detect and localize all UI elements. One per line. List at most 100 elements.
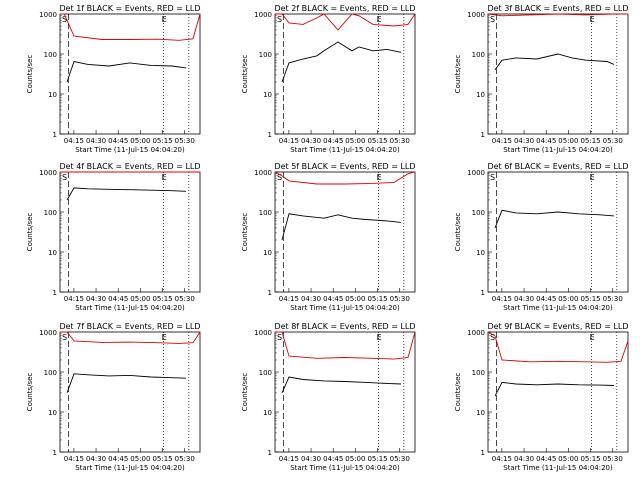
y-tick-label: 1	[53, 131, 57, 139]
y-axis-label: Counts/sec	[26, 213, 34, 252]
x-tick-label: 05:30	[603, 137, 623, 145]
chart-panel: Det 5f BLACK = Events, RED = LLD 1 10 100 10…	[241, 162, 416, 312]
y-tick-label: 100	[472, 369, 485, 377]
x-tick-label: 05:15	[367, 455, 387, 463]
x-axis-label: Start Time (11-Jul-15 04:04:20)	[503, 464, 613, 472]
x-tick-label: 04:15	[64, 295, 84, 303]
x-tick-label: 04:15	[492, 455, 512, 463]
y-axis-label: Counts/sec	[26, 55, 34, 94]
x-axis-label: Start Time (11-Jul-15 04:04:20)	[503, 304, 613, 312]
series-line-lld	[487, 13, 628, 17]
x-tick-label: 05:15	[152, 455, 172, 463]
chart-title: Det 1f BLACK = Events, RED = LLD	[59, 4, 200, 13]
chart-title: Det 6f BLACK = Events, RED = LLD	[487, 162, 628, 171]
end-marker: E	[590, 333, 595, 342]
x-tick-label: 05:00	[558, 137, 578, 145]
chart-panel: Det 1f BLACK = Events, RED = LLD 1 10 100 10…	[26, 4, 201, 154]
x-tick-label: 04:45	[323, 455, 343, 463]
x-tick-label: 04:45	[536, 455, 556, 463]
x-tick-label: 05:00	[558, 455, 578, 463]
start-marker: S	[277, 173, 282, 182]
y-tick-label: 1	[268, 289, 272, 297]
x-axis-label: Start Time (11-Jul-15 04:04:20)	[290, 304, 400, 312]
x-tick-label: 04:30	[86, 455, 106, 463]
x-tick-label: 04:30	[514, 455, 534, 463]
chart-panel: Det 6f BLACK = Events, RED = LLD 1 10 100 10…	[454, 162, 629, 312]
y-tick-label: 100	[259, 51, 272, 59]
chart-title: Det 3f BLACK = Events, RED = LLD	[487, 4, 628, 13]
x-tick-label: 04:15	[279, 455, 299, 463]
x-tick-label: 04:45	[323, 137, 343, 145]
y-tick-label: 1000	[467, 169, 485, 177]
y-tick-label: 1000	[254, 329, 272, 337]
series-line-lld	[274, 171, 416, 185]
start-marker: S	[490, 173, 495, 182]
y-tick-label: 1000	[254, 11, 272, 19]
chart-panel: Det 9f BLACK = Events, RED = LLD 1 10 100 10…	[454, 322, 629, 472]
x-tick-label: 04:15	[279, 137, 299, 145]
x-tick-label: 04:15	[64, 137, 84, 145]
plot-frame	[59, 13, 201, 135]
x-tick-label: 04:15	[492, 137, 512, 145]
chart-panel: Det 3f BLACK = Events, RED = LLD 1 10 100 10…	[454, 4, 629, 154]
y-tick-label: 1000	[467, 11, 485, 19]
series-line-lld	[487, 331, 629, 363]
x-tick-label: 05:00	[130, 455, 150, 463]
x-tick-label: 05:30	[390, 455, 410, 463]
start-marker: S	[490, 15, 495, 24]
series-line-events	[281, 376, 402, 394]
x-tick-label: 04:30	[86, 137, 106, 145]
x-tick-label: 04:45	[108, 455, 128, 463]
x-tick-label: 04:30	[514, 137, 534, 145]
chart-title: Det 4f BLACK = Events, RED = LLD	[59, 162, 200, 171]
x-tick-label: 04:15	[492, 295, 512, 303]
plot-frame	[487, 171, 629, 293]
x-tick-label: 05:00	[130, 295, 150, 303]
y-tick-label: 1000	[39, 11, 57, 19]
x-tick-label: 04:30	[301, 137, 321, 145]
y-tick-label: 10	[263, 91, 272, 99]
chart-panel: Det 4f BLACK = Events, RED = LLD 1 10 100 10…	[26, 162, 201, 312]
x-axis-label: Start Time (11-Jul-15 04:04:20)	[290, 146, 400, 154]
x-tick-label: 05:00	[558, 295, 578, 303]
x-tick-label: 05:30	[603, 455, 623, 463]
x-tick-label: 05:00	[130, 137, 150, 145]
y-tick-label: 100	[44, 209, 57, 217]
x-tick-label: 04:30	[301, 295, 321, 303]
series-line-lld	[60, 13, 201, 41]
start-marker: S	[62, 333, 67, 342]
x-tick-label: 05:30	[390, 137, 410, 145]
start-marker: S	[62, 15, 67, 24]
y-tick-label: 1000	[254, 169, 272, 177]
series-line-lld	[275, 331, 416, 360]
x-tick-label: 05:00	[345, 137, 365, 145]
x-tick-label: 04:45	[323, 295, 343, 303]
chart-title: Det 8f BLACK = Events, RED = LLD	[274, 322, 415, 331]
y-tick-label: 1	[481, 289, 485, 297]
series-line-events	[494, 381, 615, 397]
y-tick-label: 1	[53, 449, 57, 457]
chart-panel: Det 8f BLACK = Events, RED = LLD 1 10 100 10…	[241, 322, 416, 472]
x-tick-label: 04:30	[301, 455, 321, 463]
end-marker: E	[590, 173, 595, 182]
x-tick-label: 05:30	[603, 295, 623, 303]
y-tick-label: 10	[476, 409, 485, 417]
plot-frame	[274, 331, 416, 453]
series-line-lld	[275, 13, 416, 31]
x-tick-label: 05:15	[152, 137, 172, 145]
end-marker: E	[162, 333, 167, 342]
chart-title: Det 2f BLACK = Events, RED = LLD	[274, 4, 415, 13]
y-axis-label: Counts/sec	[454, 373, 462, 412]
series-line-events	[281, 41, 402, 83]
y-tick-label: 100	[44, 51, 57, 59]
series-line-events	[66, 60, 187, 83]
x-tick-label: 05:15	[580, 455, 600, 463]
end-marker: E	[377, 333, 382, 342]
x-axis-label: Start Time (11-Jul-15 04:04:20)	[75, 304, 185, 312]
y-axis-label: Counts/sec	[454, 213, 462, 252]
x-tick-label: 05:15	[367, 295, 387, 303]
end-marker: E	[590, 15, 595, 24]
y-tick-label: 1000	[39, 169, 57, 177]
x-tick-label: 04:45	[108, 137, 128, 145]
